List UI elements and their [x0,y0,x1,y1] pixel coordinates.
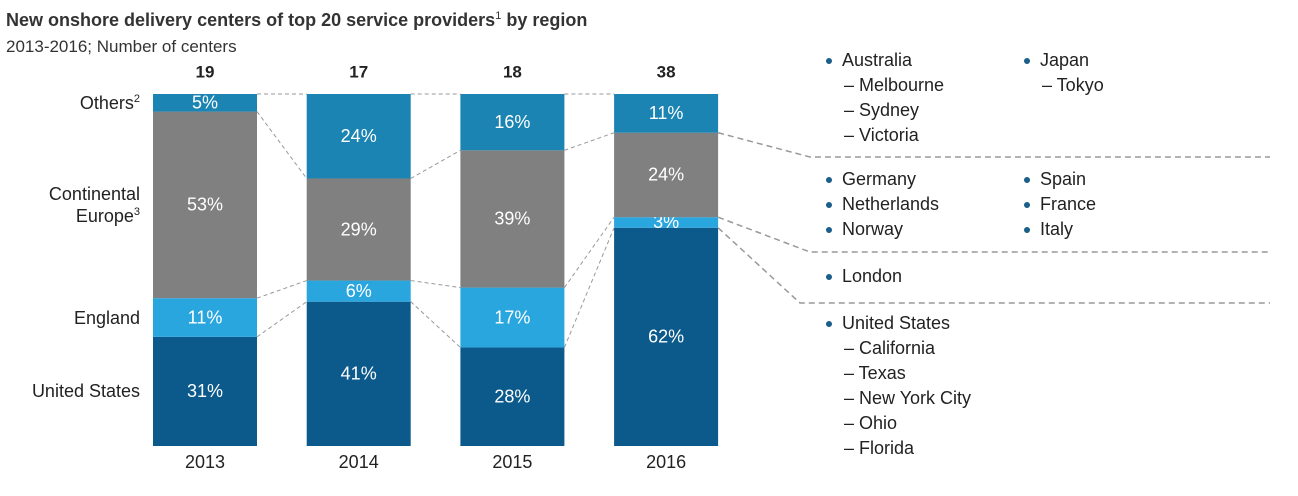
connector [256,111,308,179]
value-label: 28% [494,386,530,406]
region-name: Spain [1040,169,1087,189]
divider [717,131,1270,158]
connector [256,280,307,299]
region-name: Australia [842,50,913,70]
row-label-text: United States [31,381,140,402]
x-tick-label: 2015 [492,452,532,472]
x-tick-label: 2013 [185,452,225,472]
value-label: 29% [341,219,377,239]
value-label: 31% [187,381,223,401]
bar-segment [460,287,565,348]
bar-segment [460,94,565,151]
region-sub: – Victoria [844,125,919,145]
region-name: Italy [1040,219,1074,239]
title-footnote: 1 [495,10,502,22]
value-label: 16% [494,112,530,132]
value-label: 41% [341,364,377,384]
bullet [1024,177,1030,183]
value-label: 39% [494,209,530,229]
bar-segment [153,336,257,446]
row-label: United States [0,380,140,402]
title-text: New onshore delivery centers of top 20 s… [6,10,496,30]
bar-segment [306,280,411,302]
region-sub: – Ohio [844,413,898,433]
row-label-footnote: 2 [133,92,140,105]
region-name: Netherlands [842,194,940,214]
bullet [1024,227,1030,233]
bullet [826,202,832,208]
connector [563,216,615,288]
total-label: 38 [657,62,676,81]
row-label-text: Others [79,92,134,113]
value-label: 24% [341,126,377,146]
connector [256,301,307,338]
value-label: 17% [494,307,530,327]
row-label: Others2 [25,92,140,114]
bullet [826,177,832,183]
connector [563,227,615,348]
row-label: Continental Europe3 [25,183,140,227]
region-sub: – Florida [844,438,915,458]
region-name: Germany [842,169,917,189]
connector [410,149,461,179]
row-label-text: Continental Europe [48,183,140,226]
row-label: England [0,307,140,329]
divider [717,216,1270,253]
value-label: 62% [648,327,684,347]
bar-segment [460,347,565,446]
region-sub: – California [844,338,936,358]
bullet [826,58,832,64]
value-label: 11% [188,307,223,327]
region-name: United States [842,313,951,333]
bar-segment [614,94,719,133]
bullet [826,321,832,327]
total-label: 17 [349,62,368,81]
value-label: 53% [187,195,223,215]
bar-segment [306,301,411,446]
bullet [1024,58,1030,64]
region-sub: – Texas [844,363,906,383]
bar-segment [460,150,565,288]
region-name: Japan [1040,50,1090,70]
bar-segment [306,178,411,281]
bullet [826,274,832,280]
chart-title: New onshore delivery centers of top 20 s… [6,10,587,31]
region-sub: – Melbourne [844,75,945,95]
bar-segment [153,298,257,337]
value-label: 3% [653,212,679,232]
value-label: 5% [192,93,218,113]
bar-segment [306,94,411,179]
region-name: France [1040,194,1097,214]
total-label: 19 [196,62,215,81]
row-label-footnote: 3 [133,205,140,218]
bar-segment [614,132,719,218]
row-label-text: England [73,307,140,328]
bar-segment [153,94,257,112]
region-name: London [842,266,903,286]
value-label: 6% [346,281,372,301]
title-end: by region [506,10,588,30]
bar-segment [614,217,719,228]
region-name: Norway [842,219,904,239]
bullet [1024,202,1030,208]
divider [717,227,1270,304]
connector [410,301,461,348]
region-sub: – Tokyo [1042,75,1104,95]
connector [410,280,461,289]
region-sub: – New York City [844,388,972,408]
bar-segment [614,227,719,446]
total-label: 18 [503,62,522,81]
x-tick-label: 2016 [646,452,686,472]
bar-segment [153,111,257,299]
value-label: 11% [649,103,684,123]
value-label: 24% [648,165,684,185]
region-sub: – Sydney [844,100,920,120]
x-tick-label: 2014 [339,452,379,472]
bullet [826,227,832,233]
connector [564,132,615,151]
chart-subtitle: 2013-2016; Number of centers [6,37,237,56]
